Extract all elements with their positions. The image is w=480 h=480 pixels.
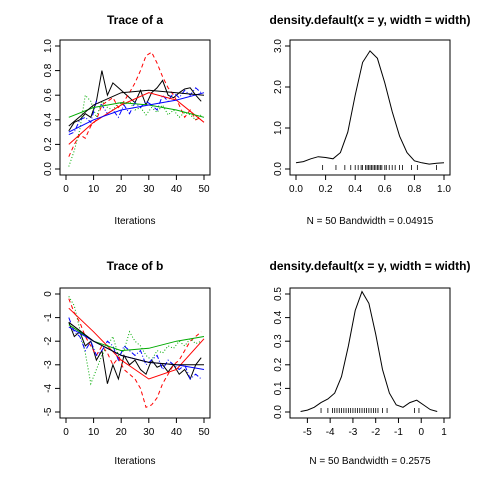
- trace-a-series-line: [68, 87, 202, 136]
- trace-a-x-tick-label: 30: [143, 184, 155, 195]
- trace-b-series-line: [68, 321, 204, 366]
- density-b-y-tick-label: 0.3: [273, 334, 284, 348]
- density-a-x-tick-label: 0.4: [348, 184, 362, 195]
- trace-a-x-tick-label: 0: [63, 184, 69, 195]
- trace-a-x-tick-label: 40: [171, 184, 183, 195]
- density-b-x-tick-label: -5: [303, 427, 312, 438]
- density-a-series-line: [295, 50, 445, 165]
- trace-b-x-tick-label: 10: [88, 427, 100, 438]
- trace-a-x-tick-label: 20: [116, 184, 128, 195]
- density-b-x-tick-label: -4: [326, 427, 335, 438]
- trace-a-x-tick-label: 50: [198, 184, 210, 195]
- trace-a-y-tick-label: 0.6: [43, 88, 54, 102]
- trace-b-y-tick-label: -3: [43, 360, 54, 369]
- density-b-x-tick-label: -2: [371, 427, 380, 438]
- trace-b-x-tick-label: 50: [198, 427, 210, 438]
- density-b-x-axis-label: N = 50 Bandwidth = 0.2575: [309, 456, 431, 467]
- trace-b-title: Trace of b: [107, 259, 164, 273]
- trace-a-y-tick-label: 0.8: [43, 63, 54, 77]
- trace-b-x-tick-label: 20: [116, 427, 128, 438]
- trace-a-y-tick-label: 0.2: [43, 137, 54, 151]
- trace-b-x-tick-label: 30: [143, 427, 155, 438]
- density-b-y-tick-label: 0.0: [273, 405, 284, 419]
- density-b-y-tick-label: 0.5: [273, 287, 284, 301]
- trace-a-title: Trace of a: [107, 13, 163, 27]
- density-b-x-tick-label: 0: [418, 427, 424, 438]
- density-a-y-tick-label: 1.0: [273, 121, 284, 135]
- density-a-x-axis-label: N = 50 Bandwidth = 0.04915: [307, 216, 434, 227]
- density-a-x-tick-label: 0.0: [289, 184, 303, 195]
- density-a-x-tick-label: 0.2: [319, 184, 333, 195]
- trace-a-x-axis-label: Iterations: [114, 216, 155, 227]
- density-a-x-tick-label: 0.8: [407, 184, 421, 195]
- density-a-y-tick-label: 0.0: [273, 162, 284, 176]
- density-a-y-tick-label: 2.0: [273, 80, 284, 94]
- density-b-x-tick-label: -1: [394, 427, 403, 438]
- trace-a-series-line: [68, 92, 205, 145]
- trace-b-y-tick-label: -2: [43, 336, 54, 345]
- trace-b-series-line: [68, 322, 202, 384]
- trace-b-x-tick-label: 0: [63, 427, 69, 438]
- density-a-x-tick-label: 1.0: [437, 184, 451, 195]
- trace-b-y-tick-label: -5: [43, 407, 54, 416]
- trace-a-y-tick-label: 1.0: [43, 39, 54, 53]
- density-b-y-tick-label: 0.4: [273, 310, 284, 324]
- trace-b-series-line: [68, 298, 202, 408]
- trace-b-y-tick-label: -1: [43, 313, 54, 322]
- trace-b-x-axis-label: Iterations: [114, 456, 155, 467]
- trace-b-x-tick-label: 40: [171, 427, 183, 438]
- trace-a-y-tick-label: 0.0: [43, 162, 54, 176]
- density-a-x-tick-label: 0.6: [378, 184, 392, 195]
- trace-a-series-line: [68, 94, 202, 167]
- density-b-y-tick-label: 0.2: [273, 357, 284, 371]
- density-b-series-line: [300, 290, 438, 412]
- density-a-y-tick-label: 3.0: [273, 39, 284, 53]
- density-b-x-tick-label: -3: [348, 427, 357, 438]
- trace-a-y-tick-label: 0.4: [43, 112, 54, 126]
- trace-b-y-tick-label: 0: [43, 291, 54, 297]
- density-b-x-tick-label: 1: [441, 427, 447, 438]
- trace-b-series-line: [68, 296, 202, 386]
- trace-a-x-tick-label: 10: [88, 184, 100, 195]
- trace-a-series-line: [68, 92, 205, 133]
- trace-a-series-line: [68, 89, 205, 127]
- density-b-title: density.default(x = y, width = width): [270, 259, 471, 273]
- density-a-title: density.default(x = y, width = width): [270, 13, 471, 27]
- trace-a-series-line: [68, 51, 202, 157]
- trace-b-series-line: [68, 317, 202, 380]
- density-b-y-tick-label: 0.1: [273, 381, 284, 395]
- trace-b-y-tick-label: -4: [43, 384, 54, 393]
